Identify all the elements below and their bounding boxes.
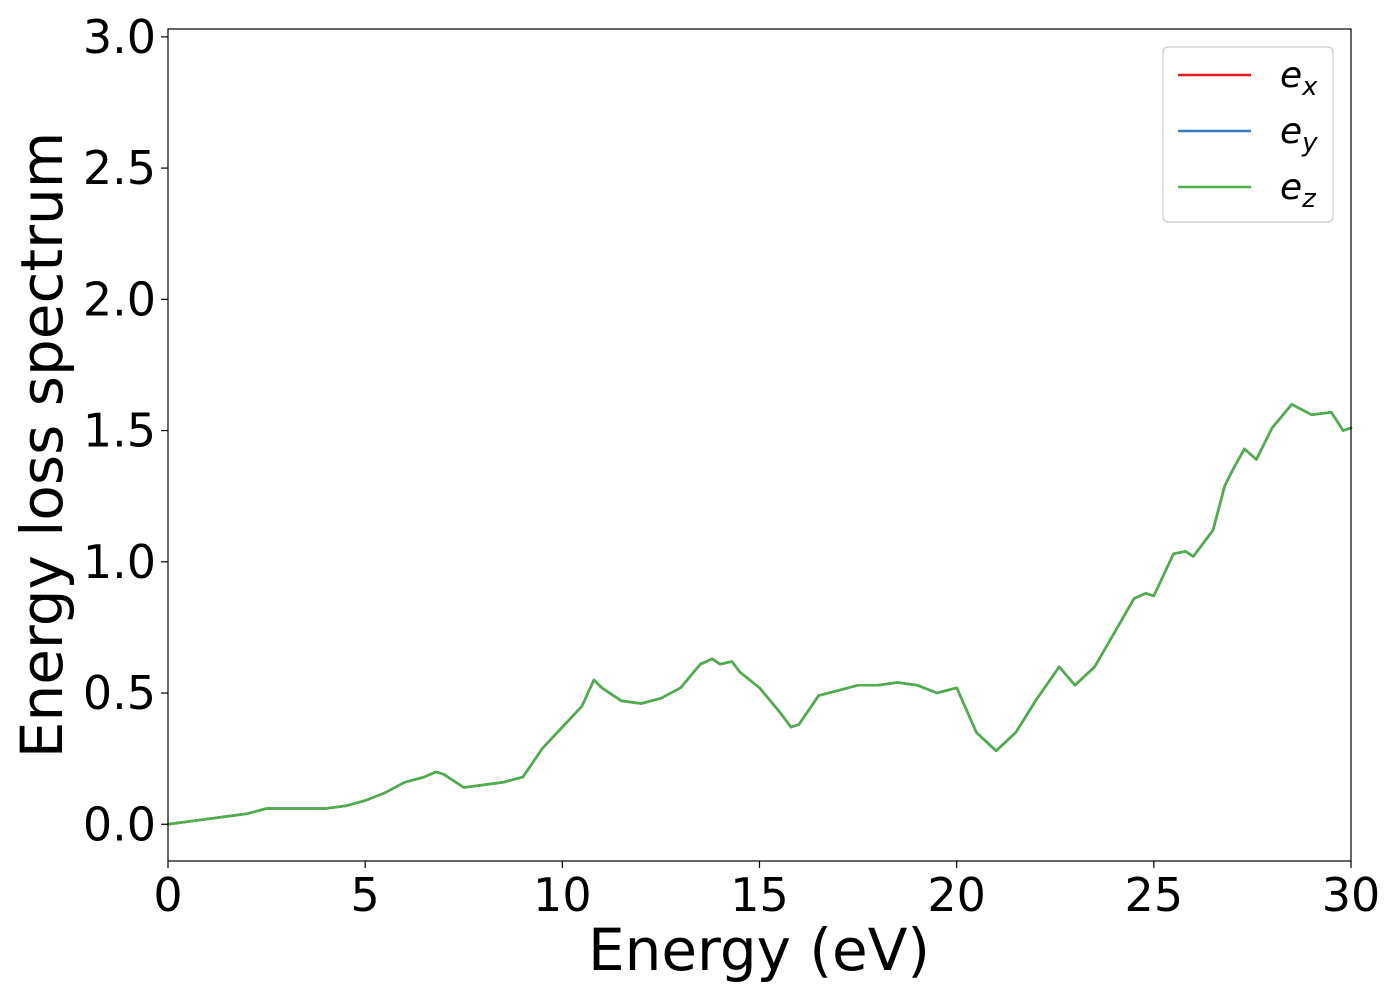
- x-axis-title: Energy (eV): [588, 916, 930, 984]
- legend-label: ey: [1280, 111, 1318, 158]
- y-tick-label: 2.5: [83, 141, 156, 195]
- y-tick-label: 3.0: [83, 10, 156, 64]
- x-tick-label: 20: [927, 868, 986, 922]
- legend-label: ex: [1280, 55, 1318, 102]
- y-tick-label: 2.0: [83, 272, 156, 326]
- x-tick-label: 5: [351, 868, 380, 922]
- x-tick-label: 10: [533, 868, 592, 922]
- legend-label: ez: [1280, 167, 1317, 214]
- legend: ex ey ez: [1162, 46, 1334, 223]
- legend-box: [1162, 46, 1334, 223]
- x-axis-ticks: 0 5 10 15 20 25 30: [153, 861, 1380, 922]
- y-tick-label: 1.5: [83, 404, 156, 458]
- x-tick-label: 0: [153, 868, 182, 922]
- x-tick-label: 30: [1322, 868, 1381, 922]
- series-line-e-z: [166, 403, 1353, 826]
- y-tick-label: 1.0: [83, 535, 156, 589]
- y-axis-title: Energy loss spectrum: [8, 132, 76, 758]
- x-tick-label: 15: [730, 868, 789, 922]
- x-tick-label: 25: [1125, 868, 1184, 922]
- y-axis-ticks: 0.0 0.5 1.0 1.5 2.0 2.5 3.0: [83, 10, 168, 851]
- y-tick-label: 0.0: [83, 797, 156, 851]
- series-layer: [166, 403, 1353, 826]
- plot-area: [168, 29, 1351, 861]
- y-tick-label: 0.5: [83, 666, 156, 720]
